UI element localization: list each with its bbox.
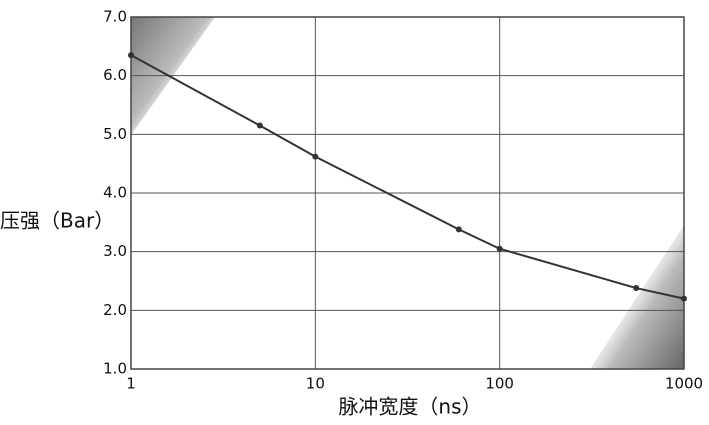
y-tick-label: 7.0 — [103, 8, 127, 26]
marker — [455, 226, 462, 233]
marker — [496, 245, 503, 252]
y-tick-label: 5.0 — [103, 125, 127, 143]
x-tick-label: 1 — [126, 375, 136, 393]
plot-border — [130, 16, 685, 370]
x-tick-label: 10 — [306, 375, 325, 393]
x-tick-label: 100 — [485, 375, 514, 393]
y-tick-label: 1.0 — [103, 360, 127, 378]
marker — [681, 295, 687, 302]
marker — [633, 285, 640, 292]
y-tick-label: 2.0 — [103, 301, 127, 319]
marker — [128, 52, 134, 59]
y-tick-label: 3.0 — [103, 242, 127, 260]
marker — [312, 153, 319, 160]
y-axis-title: 压强（Bar） — [0, 209, 114, 233]
shade — [590, 225, 684, 369]
y-tick-label: 6.0 — [103, 66, 127, 84]
y-tick-label: 4.0 — [103, 184, 127, 202]
x-tick-label: 1000 — [665, 375, 703, 393]
marker — [256, 122, 263, 129]
x-axis-title: 脉冲宽度（ns） — [338, 395, 481, 419]
